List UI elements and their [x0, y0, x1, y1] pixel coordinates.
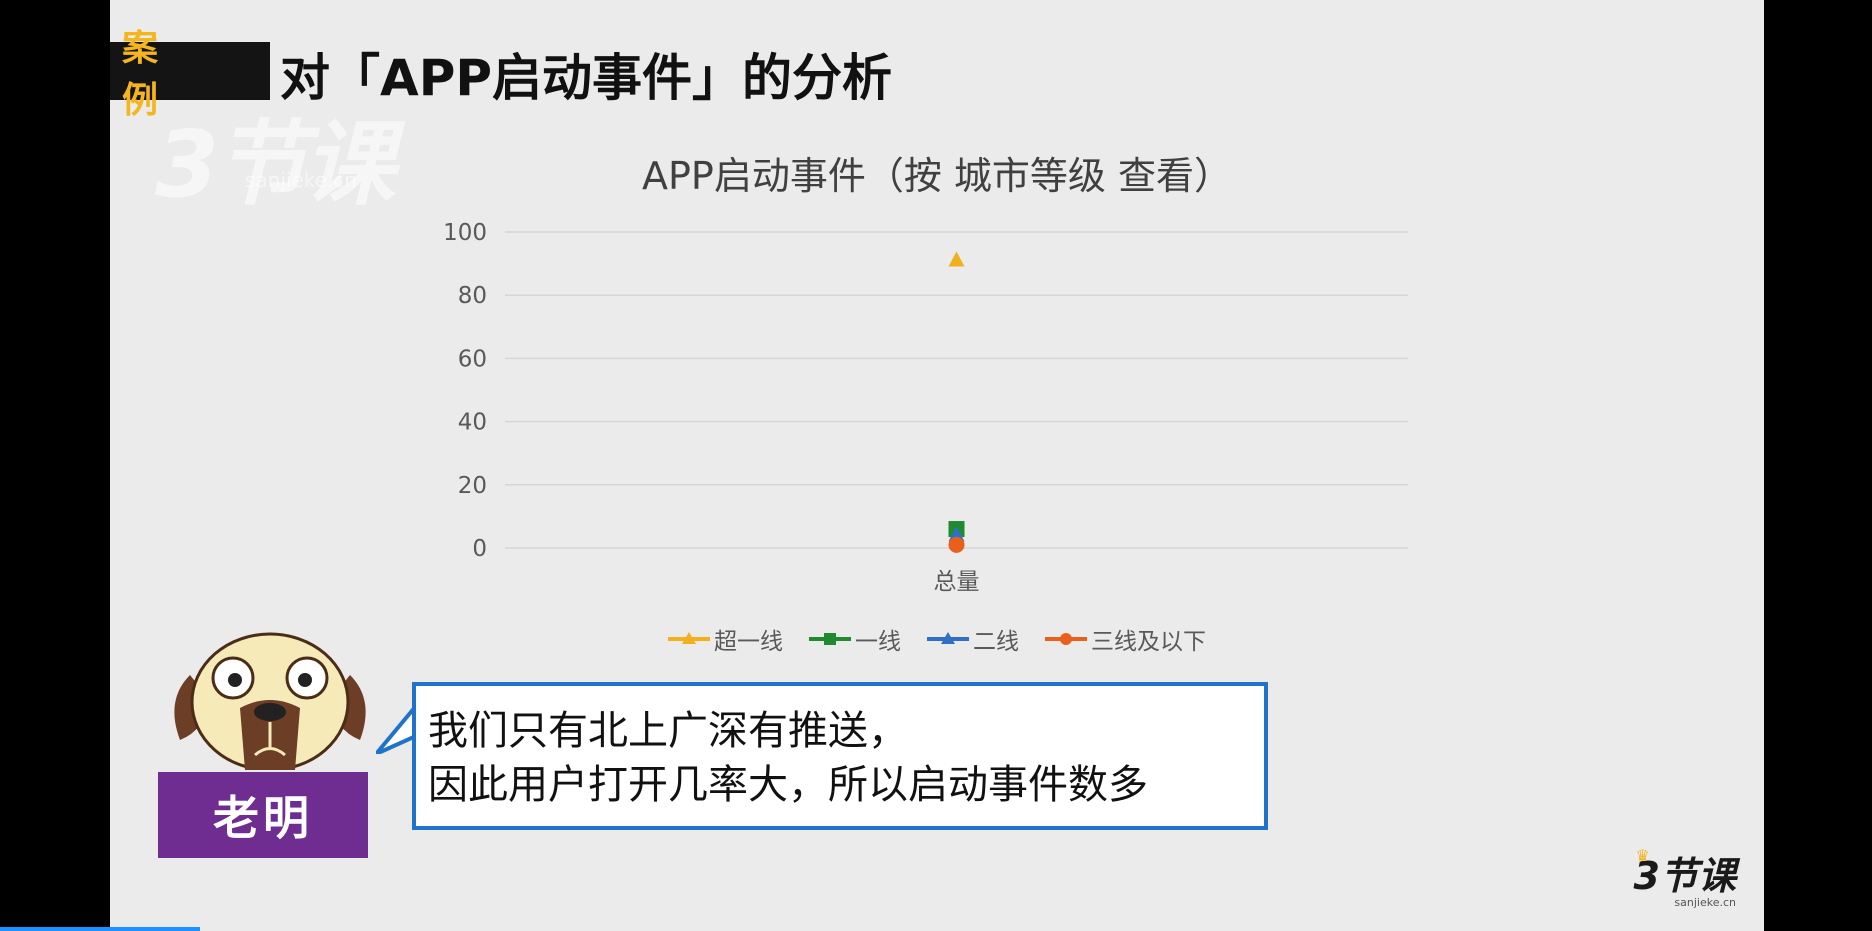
watermark-url: sanjieke.cn [245, 168, 357, 192]
legend-label: 三线及以下 [1091, 629, 1206, 655]
speech-bubble: 我们只有北上广深有推送， 因此用户打开几率大，所以启动事件数多 [412, 682, 1268, 830]
page-title: 对「APP启动事件」的分析 [280, 49, 892, 107]
legend-swatch-icon [809, 633, 851, 645]
y-tick-label: 80 [458, 283, 487, 309]
slide: 案 例 对「APP启动事件」的分析 3节课 sanjieke.cn APP启动事… [110, 0, 1764, 931]
chart-title: APP启动事件（按 城市等级 查看） [642, 154, 1232, 198]
video-progress-bar[interactable] [0, 927, 200, 931]
brand-logo-text: 3节课 [1633, 854, 1736, 898]
chart-legend: 超一线 一线 二线 三线及以下 [110, 622, 1764, 656]
pug-avatar-icon [174, 632, 366, 770]
y-tick-label: 20 [458, 473, 487, 499]
y-tick-label: 40 [458, 410, 487, 436]
legend-item: 超一线 [668, 622, 783, 656]
legend-label: 超一线 [714, 629, 783, 655]
legend-item: 二线 [927, 622, 1019, 656]
legend-swatch-icon [1045, 633, 1087, 645]
speech-line-1: 我们只有北上广深有推送， [428, 708, 908, 754]
brand-logo: ♛ 3节课 sanjieke.cn [1633, 846, 1736, 909]
crown-icon: ♛ [1635, 846, 1650, 865]
speech-line-2: 因此用户打开几率大，所以启动事件数多 [428, 762, 1148, 808]
data-point-series-2 [948, 526, 965, 542]
y-tick-label: 0 [472, 536, 487, 562]
legend-swatch-icon [668, 632, 710, 644]
watermark-logo: 3节课 [155, 111, 395, 218]
legend-swatch-icon [927, 632, 969, 644]
x-tick-label: 总量 [934, 569, 980, 595]
legend-item: 一线 [809, 622, 901, 656]
speaker-name-badge: 老明 [158, 772, 368, 858]
legend-item: 三线及以下 [1045, 622, 1206, 656]
y-tick-label: 60 [458, 346, 487, 372]
data-point-series-3 [948, 536, 965, 553]
brand-url: sanjieke.cn [1674, 896, 1736, 909]
y-tick-label: 100 [443, 220, 487, 246]
legend-label: 二线 [973, 629, 1019, 655]
legend-label: 一线 [855, 629, 901, 655]
data-point-series-0 [948, 251, 965, 267]
chart-plot: 0 20 40 60 80 100 总量 [443, 220, 1408, 595]
